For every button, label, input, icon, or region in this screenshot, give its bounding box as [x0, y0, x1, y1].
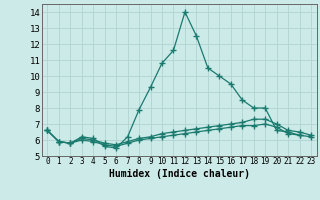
X-axis label: Humidex (Indice chaleur): Humidex (Indice chaleur) — [109, 169, 250, 179]
